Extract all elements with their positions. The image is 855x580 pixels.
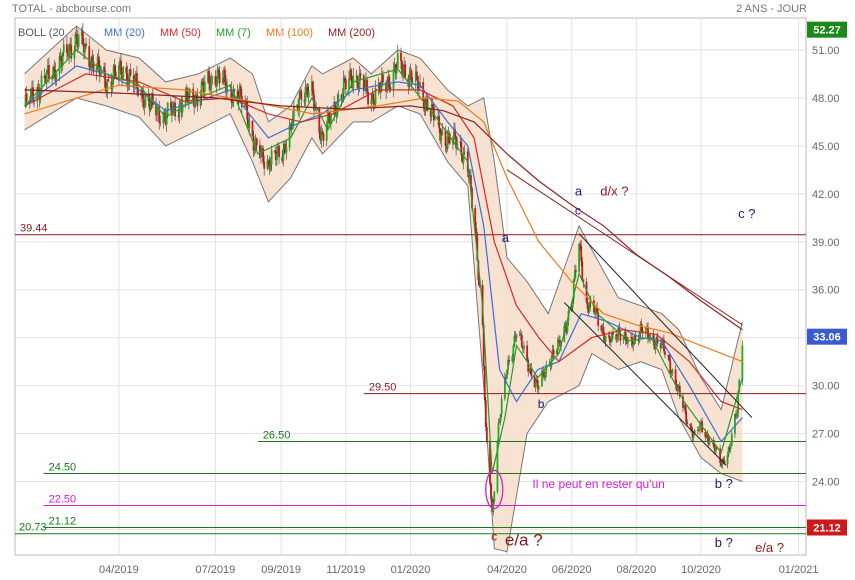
level-label: 20.73	[19, 522, 47, 534]
annotation: e/a ?	[505, 530, 543, 549]
trend-line	[506, 169, 743, 326]
trend-line	[578, 233, 753, 418]
y-tick-label: 51.00	[812, 45, 840, 57]
annotation: b ?	[715, 535, 733, 550]
annotation: c ?	[738, 206, 755, 221]
annotation: b	[538, 397, 545, 411]
annotation: e/a ?	[755, 540, 784, 555]
annotation: c	[491, 530, 497, 544]
annotation: Il ne peut en rester qu'un	[532, 477, 664, 491]
legend-item: MM (50)	[160, 27, 201, 39]
y-tick-label: 45.00	[812, 141, 840, 153]
x-tick-label: 04/2020	[487, 564, 527, 576]
moving-average-line	[24, 84, 743, 363]
trend-line	[563, 302, 727, 466]
chart-period: 2 ANS - JOUR	[736, 3, 807, 15]
annotation: a	[502, 230, 510, 245]
bollinger-band	[24, 26, 743, 552]
price-badge-label: 33.06	[813, 332, 841, 344]
x-tick-label: 04/2019	[99, 564, 139, 576]
legend: BOLL (20, 2) MM (20) MM (50) MM (7) MM (100)…	[18, 27, 375, 39]
annotation: c	[575, 204, 581, 218]
level-label: 26.50	[263, 430, 291, 442]
x-tick-label: 06/2020	[552, 564, 592, 576]
y-tick-label: 30.00	[812, 381, 840, 393]
price-badge-label: 52.27	[813, 25, 841, 37]
legend-item: MM (20)	[104, 27, 145, 39]
level-label: 21.12	[49, 516, 77, 528]
y-tick-label: 48.00	[812, 93, 840, 105]
level-label: 39.44	[20, 223, 48, 235]
level-label: 24.50	[49, 461, 77, 473]
x-tick-label: 01/2021	[779, 564, 819, 576]
level-label: 22.50	[49, 493, 77, 505]
moving-average-line	[24, 49, 743, 474]
price-badge	[807, 328, 847, 345]
y-tick-label: 27.00	[812, 429, 840, 441]
bollinger-lower	[24, 97, 743, 553]
highlight-ellipse	[485, 469, 504, 510]
x-tick-label: 09/2019	[261, 564, 301, 576]
x-tick-label: 01/2020	[391, 564, 431, 576]
x-tick-label: 11/2019	[326, 564, 365, 576]
chart-source: TOTAL - abcbourse.com	[12, 3, 132, 15]
x-tick-label: 07/2019	[196, 564, 236, 576]
x-tick-label: 08/2020	[616, 564, 656, 576]
y-tick-label: 39.00	[812, 237, 840, 249]
moving-average-line	[24, 73, 743, 411]
annotation: a	[575, 183, 583, 198]
annotation: b ?	[715, 476, 733, 491]
bollinger-upper	[24, 25, 743, 411]
y-tick-label: 36.00	[812, 285, 840, 297]
price-badge	[807, 519, 847, 536]
moving-average-line	[24, 89, 743, 331]
legend-item: MM (200)	[328, 27, 375, 39]
level-label: 29.50	[369, 382, 397, 394]
annotation: d/x ?	[600, 183, 628, 198]
legend-item: MM (100)	[266, 27, 313, 39]
legend-item: MM (7)	[216, 27, 251, 39]
moving-average-line	[24, 65, 743, 443]
price-badge-label: 21.12	[813, 523, 841, 535]
x-tick-label: 10/2020	[681, 564, 721, 576]
price-badge	[807, 21, 847, 38]
y-tick-label: 24.00	[812, 476, 840, 488]
y-tick-label: 42.00	[812, 189, 840, 201]
